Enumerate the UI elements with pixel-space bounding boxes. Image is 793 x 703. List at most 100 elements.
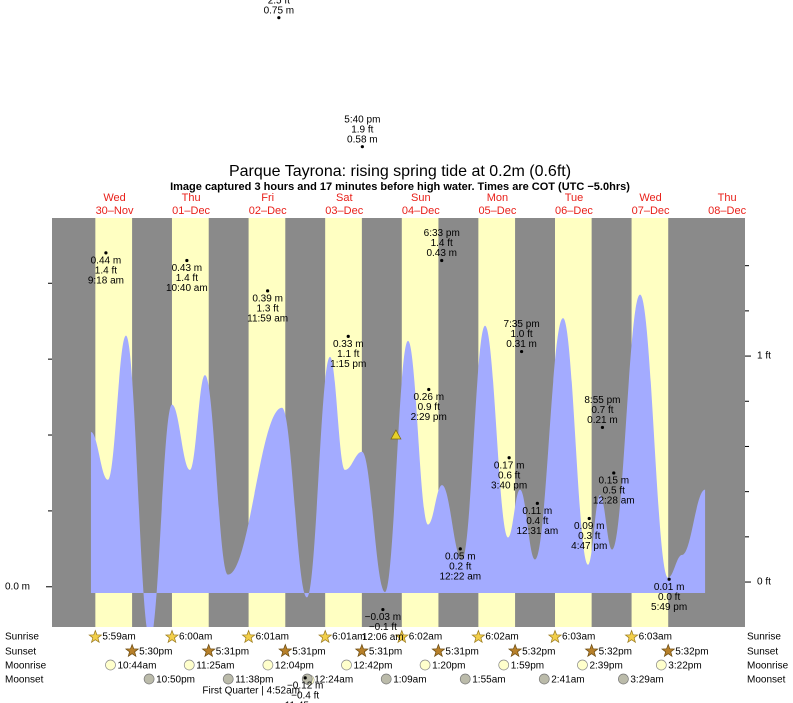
day-name: Wed [103,192,125,204]
moonset-time: 1:09am [393,675,426,686]
row-label: Sunset [747,647,778,658]
extreme-label: 1.4 ft [95,266,117,277]
extreme-dot [667,577,671,581]
moonset-icon [380,673,392,685]
moonset-time: 10:50pm [156,675,195,686]
sunset-icon [507,643,523,658]
moonset-time: 1:55am [472,675,505,686]
extreme-dot [266,289,270,293]
extreme-label: 0.33 m [333,339,364,350]
sunset-time: 5:30pm [139,647,172,658]
sunrise-time: 6:03am [639,632,672,643]
sunrise-time: 6:00am [179,632,212,643]
extreme-label: 6:33 pm [424,228,460,239]
sunset-icon [431,643,446,658]
row-label: Moonset [5,675,44,686]
extreme-label: 1.1 ft [337,349,359,360]
moonset-time: 3:29am [630,675,663,686]
extreme-dot [535,501,539,505]
moonrise-icon [183,659,195,671]
day-name: Thu [182,192,201,204]
extreme-label: 1:15 pm [330,359,366,370]
day-date: 05–Dec [478,205,516,217]
moonset-icon [143,673,155,685]
extreme-label: 12:28 am [593,496,635,507]
extreme-label: 0.21 m [587,415,618,426]
extreme-dot [381,607,385,612]
extreme-label: 0.58 m [347,134,378,145]
extreme-dot [440,258,444,263]
extreme-label: 4:47 pm [571,541,607,552]
extreme-dot [360,145,364,149]
extreme-dot [587,516,591,521]
moonrise-time: 11:25am [196,661,234,672]
extreme-label: 1.3 ft [256,303,278,314]
extreme-label: 0.0 ft [658,592,680,603]
extreme-label: 0.01 m [654,582,685,593]
extreme-label: 0.09 m [574,521,605,532]
extreme-dot [346,334,350,338]
extreme-label: 7:35 pm [504,319,540,330]
sunset-icon [584,643,599,658]
extreme-label: 3:40 pm [491,480,527,491]
moonset-icon [538,673,550,685]
sunset-time: 5:32pm [675,647,708,658]
moonrise-time: 12:04pm [275,661,314,672]
moonrise-time: 1:20pm [432,661,465,672]
extreme-dot [427,387,431,392]
extreme-label: 8:55 pm [584,395,620,406]
sunrise-icon [624,629,639,644]
moonrise-time: 1:59pm [511,661,544,672]
moonrise-time: 10:44am [117,661,156,672]
moonset-icon [459,673,471,685]
extreme-label: 0.26 m [413,392,444,403]
tide-area [90,294,706,627]
day-date: 02–Dec [249,205,287,217]
extreme-dot [277,16,281,20]
sunrise-time: 6:03am [562,632,595,643]
extreme-dot [303,676,307,680]
extreme-label: 5:49 pm [651,602,687,613]
extreme-dot [612,471,616,475]
row-label: Moonrise [747,661,789,672]
y2-tick-label: 1 ft [757,351,771,362]
moonrise-icon [655,659,667,671]
day-name: Mon [487,192,508,204]
sunrise-time: 5:59am [102,632,135,643]
extreme-label: 12:22 am [439,571,481,582]
extreme-label: 0.75 m [264,5,295,16]
sunrise-icon [88,629,103,644]
extreme-label: 2.5 ft [268,0,290,6]
extreme-label: −0.4 ft [291,690,319,701]
extreme-dot [519,349,524,354]
row-label: Moonrise [5,661,47,672]
sunrise-icon [394,629,409,644]
extreme-label: 0.43 m [172,263,203,274]
day-date: 01–Dec [172,205,210,217]
sunset-icon [201,643,216,658]
extreme-dot [104,251,108,255]
sunrise-time: 6:02am [485,632,518,643]
extreme-dot [185,258,189,263]
moonrise-time: 3:22pm [668,661,701,672]
extreme-label: 0.15 m [598,476,629,487]
moonrise-icon [262,659,274,671]
moonrise-icon [105,659,116,671]
moon-phase: First Quarter | 4:52am [202,686,300,697]
sunrise-icon [471,629,486,644]
moonset-time: 2:41am [551,675,584,686]
extreme-label: 11:45 pm [285,700,326,703]
extreme-label: 0.05 m [445,551,476,562]
day-name: Sat [336,192,353,204]
extreme-label: 0.2 ft [449,561,471,572]
extreme-label: −0.12 m [287,680,323,691]
moonrise-icon [498,659,510,671]
moonset-time: 12:24am [314,675,353,686]
extreme-dot [600,425,605,430]
moonrise-icon [419,659,431,671]
chart-title: Parque Tayrona: rising spring tide at 0.… [229,163,571,180]
day-date: 08–Dec [708,205,746,217]
sunrise-time: 6:02am [409,632,442,643]
extreme-dot [458,547,462,551]
extreme-label: 0.11 m [522,506,552,517]
